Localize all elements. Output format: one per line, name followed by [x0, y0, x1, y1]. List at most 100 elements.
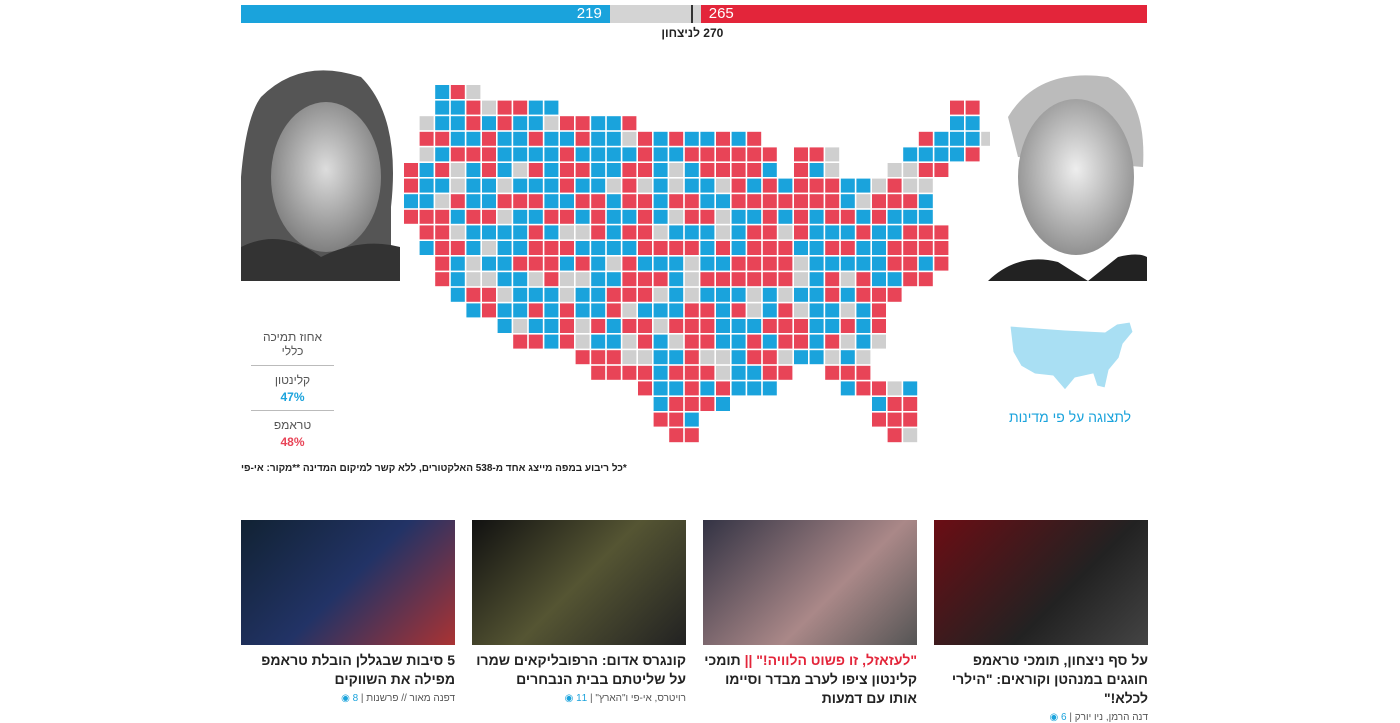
elector-square — [809, 303, 824, 318]
article-headline[interactable]: 5 סיבות שבגללן הובלת טראמפ מפילה את השוו… — [261, 652, 455, 687]
article-card[interactable]: 5 סיבות שבגללן הובלת טראמפ מפילה את השוו… — [241, 520, 455, 704]
elector-square — [466, 100, 481, 115]
state-view-link[interactable]: לתצוגה על פי מדינות — [1000, 318, 1140, 425]
elector-square — [606, 287, 621, 302]
elector-square — [482, 100, 496, 115]
elector-square — [560, 334, 574, 349]
elector-square — [762, 381, 777, 396]
elector-square — [669, 319, 684, 333]
elector-square — [622, 319, 637, 333]
article-image[interactable] — [703, 520, 917, 645]
elector-square — [716, 397, 730, 411]
elector-square — [762, 178, 777, 193]
elector-square — [653, 225, 668, 240]
elector-square — [684, 241, 699, 255]
article-title[interactable]: קונגרס אדום: הרפובליקאים שמרו על שליטתם … — [472, 651, 686, 689]
article-headline[interactable]: על סף ניצחון, תומכי טראמפ חוגגים במנהטן … — [951, 652, 1148, 706]
elector-square — [934, 225, 949, 240]
article-title[interactable]: על סף ניצחון, תומכי טראמפ חוגגים במנהטן … — [934, 651, 1148, 708]
elector-square — [638, 365, 652, 380]
elector-square — [528, 100, 543, 115]
elector-square — [794, 334, 808, 349]
elector-square — [591, 365, 606, 380]
elector-square — [435, 116, 450, 131]
elector-square — [965, 147, 980, 162]
elector-square — [622, 209, 637, 224]
elector-square — [731, 225, 746, 240]
elector-square — [903, 225, 918, 240]
elector-square — [575, 350, 590, 365]
elector-square — [872, 209, 886, 224]
elector-square — [887, 241, 902, 255]
elector-square — [934, 131, 949, 146]
article-kicker[interactable]: "לעזאזל, זו פשוט הלוויה!" || — [744, 652, 917, 668]
elector-square — [840, 194, 855, 209]
article-headline[interactable]: תומכי קלינטון ציפו לערב מבדר וסיימו אותו… — [704, 652, 917, 706]
elector-square — [653, 256, 668, 271]
article-headline[interactable]: קונגרס אדום: הרפובליקאים שמרו על שליטתם … — [476, 652, 686, 687]
elector-square — [450, 241, 465, 255]
elector-square — [856, 194, 871, 209]
elector-square — [653, 272, 668, 287]
elector-square — [825, 256, 840, 271]
elector-square — [575, 303, 590, 318]
footnote: *כל ריבוע במפה מייצג אחד מ-538 האלקטורים… — [241, 463, 627, 474]
elector-square — [872, 334, 886, 349]
article-title[interactable]: "לעזאזל, זו פשוט הלוויה!" || תומכי קלינט… — [703, 651, 917, 708]
elector-square — [669, 428, 684, 443]
elector-square — [450, 178, 465, 193]
comment-count[interactable]: 8 — [352, 693, 359, 704]
state-view-text[interactable]: לתצוגה על פי מדינות — [1008, 409, 1132, 425]
elector-square — [544, 194, 559, 209]
elector-square — [419, 178, 434, 193]
article-card[interactable]: קונגרס אדום: הרפובליקאים שמרו על שליטתם … — [472, 520, 686, 704]
elector-square — [747, 303, 762, 318]
elector-square — [731, 272, 746, 287]
elector-square — [606, 350, 621, 365]
elector-square — [638, 272, 652, 287]
elector-square — [450, 163, 465, 177]
article-image[interactable] — [934, 520, 1148, 645]
elector-square — [747, 287, 762, 302]
elector-square — [669, 147, 684, 162]
article-image[interactable] — [472, 520, 686, 645]
elector-square — [669, 365, 684, 380]
elector-square — [700, 147, 715, 162]
elector-square — [669, 194, 684, 209]
elector-square — [918, 241, 933, 255]
elector-square — [450, 209, 465, 224]
elector-square — [622, 287, 637, 302]
elector-square — [653, 194, 668, 209]
elector-square — [560, 209, 574, 224]
elector-square — [918, 163, 933, 177]
elector-square — [887, 287, 902, 302]
candidate-name: טראמפ — [273, 418, 312, 432]
elector-square — [435, 163, 450, 177]
elector-square — [887, 397, 902, 411]
candidate-name: קלינטון — [274, 373, 311, 387]
elector-square — [497, 131, 512, 146]
comment-count[interactable]: 11 — [576, 693, 588, 704]
elector-square — [918, 131, 933, 146]
elector-square — [466, 225, 481, 240]
article-card[interactable]: על סף ניצחון, תומכי טראמפ חוגגים במנהטן … — [934, 520, 1148, 723]
elector-square — [575, 147, 590, 162]
elector-square — [918, 194, 933, 209]
elector-square — [856, 381, 871, 396]
article-image[interactable] — [241, 520, 455, 645]
elector-square — [762, 350, 777, 365]
elector-square — [435, 256, 450, 271]
article-card[interactable]: "לעזאזל, זו פשוט הלוויה!" || תומכי קלינט… — [703, 520, 917, 708]
elector-square — [419, 225, 434, 240]
elector-square — [809, 178, 824, 193]
article-title[interactable]: 5 סיבות שבגללן הובלת טראמפ מפילה את השוו… — [241, 651, 455, 689]
elector-square — [591, 256, 606, 271]
elector-square — [716, 194, 730, 209]
elector-square — [903, 381, 918, 396]
elector-square — [903, 428, 918, 443]
elector-square — [856, 209, 871, 224]
elector-square — [918, 209, 933, 224]
elector-square — [903, 272, 918, 287]
elector-square — [560, 131, 574, 146]
comment-count[interactable]: 6 — [1061, 712, 1067, 723]
